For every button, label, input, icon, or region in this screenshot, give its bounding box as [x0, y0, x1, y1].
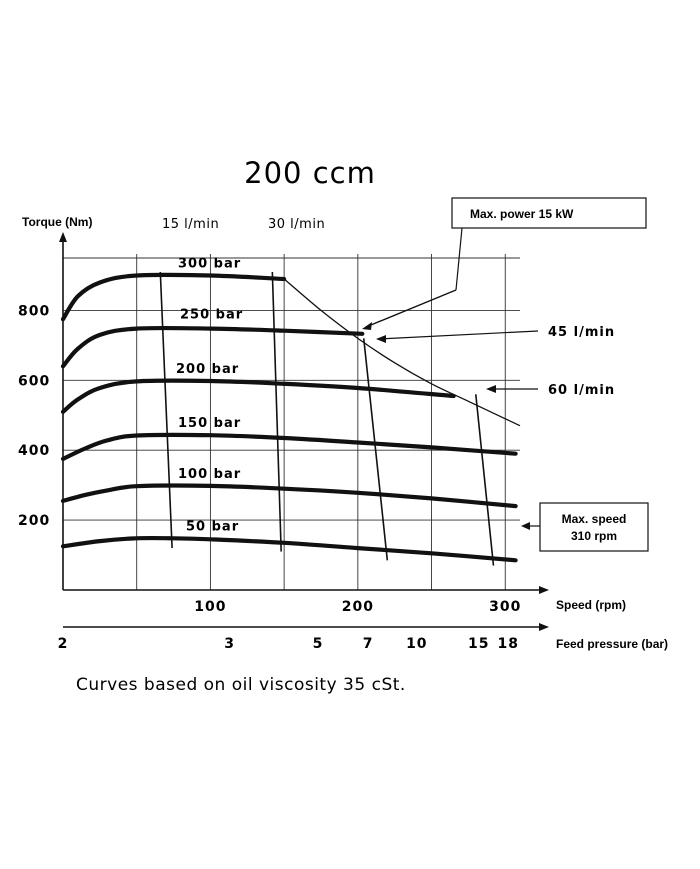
max-power-text: Max. power 15 kW	[470, 207, 574, 221]
max-speed-callout: Max. speed 310 rpm	[521, 502, 649, 552]
max-power-curve	[283, 278, 521, 427]
flow-line-3	[362, 338, 389, 561]
chart-title: 200 ccm	[244, 156, 376, 190]
feed-tick-3: 3	[224, 636, 235, 652]
max-power-leader-arrow	[365, 289, 457, 328]
series-label-1: 300 bar	[178, 256, 241, 271]
pressure-curve-labels: 300 bar 250 bar 200 bar 150 bar 100 bar 50 ba…	[176, 256, 243, 534]
series-label-2: 250 bar	[180, 308, 243, 323]
flow-line-1	[159, 271, 173, 549]
y-tick-400: 400	[18, 443, 50, 459]
flow-label-15: 15 l/min	[162, 217, 219, 232]
flow-line-2	[271, 271, 282, 552]
max-speed-line1: Max. speed	[562, 512, 627, 526]
max-power-arrowhead	[362, 322, 372, 330]
flow-lines	[159, 271, 495, 566]
flow-60-arrowhead	[486, 385, 496, 393]
feed-tick-18: 18	[497, 636, 518, 652]
max-power-line	[283, 278, 521, 427]
x-tick-300: 300	[489, 599, 521, 615]
flow-line-4	[474, 394, 495, 566]
max-power-leader	[455, 227, 463, 291]
y-tick-600: 600	[18, 373, 50, 389]
flow-60-callout: 60 l/min	[486, 383, 615, 398]
feed-tick-10: 10	[406, 636, 427, 652]
x-tick-100: 100	[194, 599, 226, 615]
flow-45-text: 45 l/min	[548, 325, 615, 340]
max-power-box	[451, 197, 647, 229]
y-tick-labels: 200 400 600 800	[18, 303, 50, 529]
max-speed-arrowhead	[521, 522, 530, 530]
max-power-callout: Max. power 15 kW	[362, 197, 647, 330]
y-tick-800: 800	[18, 303, 50, 319]
chart-caption: Curves based on oil viscosity 35 cSt.	[76, 675, 406, 695]
feed-pressure-label: Feed pressure (bar)	[556, 637, 668, 651]
x-tick-200: 200	[342, 599, 374, 615]
series-line-3	[60, 378, 456, 414]
series-line-4	[60, 432, 518, 461]
series-label-5: 100 bar	[178, 467, 241, 482]
flow-60-text: 60 l/min	[548, 383, 615, 398]
y-axis-label: Torque (Nm)	[22, 215, 92, 229]
feed-tick-7: 7	[363, 636, 374, 652]
series-line-1	[60, 272, 287, 322]
y-axis-arrow	[59, 232, 67, 242]
flow-45-callout: 45 l/min	[376, 325, 615, 343]
flow-45-arrowhead	[376, 335, 386, 343]
series-label-4: 150 bar	[178, 416, 241, 431]
series-line-5	[60, 483, 518, 509]
flow-45-leader	[377, 330, 539, 340]
feed-tick-15: 15	[468, 636, 489, 652]
y-tick-200: 200	[18, 513, 50, 529]
series-label-3: 200 bar	[176, 362, 239, 377]
flow-label-30: 30 l/min	[268, 217, 325, 232]
series-line-2	[60, 325, 365, 369]
series-label-6: 50 bar	[186, 519, 239, 534]
feed-tick-2: 2	[58, 636, 69, 652]
x-tick-labels: 100 200 300	[194, 599, 521, 615]
feed-axis-arrow	[539, 623, 549, 631]
feed-tick-5: 5	[313, 636, 324, 652]
pressure-curves	[60, 272, 518, 563]
max-speed-box	[539, 502, 649, 552]
max-speed-line2: 310 rpm	[571, 529, 617, 543]
x-axis-arrow	[539, 586, 549, 594]
x-axis-label: Speed (rpm)	[556, 598, 626, 612]
feed-pressure-axis: 2 3 5 7 10 15 18	[58, 623, 549, 652]
series-line-6	[60, 535, 518, 563]
